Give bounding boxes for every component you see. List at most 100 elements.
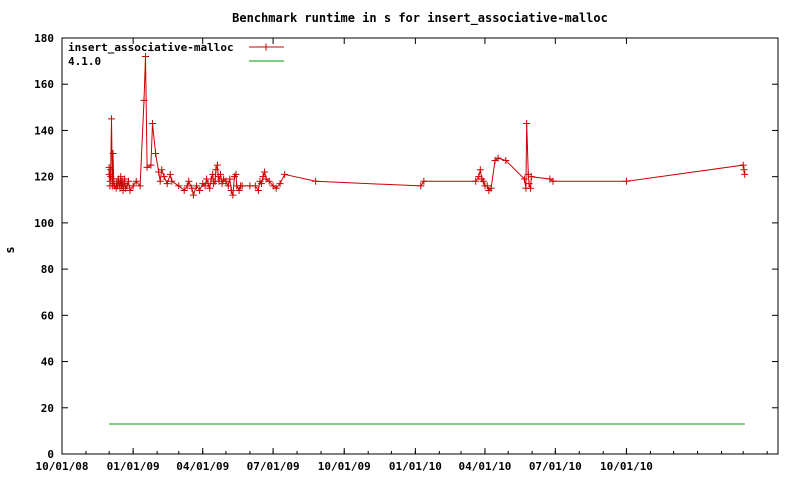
series-1-point-66 [218, 180, 226, 188]
y-tick-label-4: 80 [41, 263, 54, 276]
x-tick-label-1: 01/01/09 [107, 460, 160, 473]
series-1-point-45 [180, 187, 188, 195]
y-tick-label-9: 180 [34, 32, 54, 45]
series-1-point-46 [183, 182, 191, 190]
legend-label-series-1: insert_associative-malloc [68, 41, 234, 54]
x-tick-label-6: 04/01/10 [458, 460, 511, 473]
series-1-point-5 [107, 166, 115, 174]
series-1-point-34 [147, 161, 155, 169]
x-tick-label-0: 10/01/08 [36, 460, 89, 473]
series-1-point-65 [217, 170, 225, 178]
series-1-point-83 [257, 180, 265, 188]
series-1-point-28 [129, 182, 137, 190]
series-1-point-97 [476, 166, 484, 174]
y-axis: 0 20 40 60 80 100 120 140 160 180 [34, 32, 778, 461]
series-1-point-72 [229, 191, 237, 199]
y-tick-label-5: 100 [34, 217, 54, 230]
series-1-point-105 [494, 154, 502, 162]
series-1-point-56 [206, 184, 214, 192]
series-1-point-101 [483, 182, 491, 190]
y-tick-label-7: 140 [34, 124, 54, 137]
series-1-point-25 [123, 182, 131, 190]
series-1-point-119 [741, 170, 749, 178]
x-tick-label-5: 01/01/10 [389, 460, 442, 473]
series-1-point-95 [472, 177, 480, 185]
y-tick-label-0: 0 [47, 448, 54, 461]
series-1-point-44 [175, 182, 183, 190]
series-1-point-57 [207, 175, 215, 183]
series-1-point-92 [312, 177, 320, 185]
legend-label-series-2: 4.1.0 [68, 55, 101, 68]
x-axis: 10/01/08 01/01/09 04/01/09 07/01/09 10/01/09… [36, 38, 768, 473]
series-1-point-87 [265, 177, 273, 185]
series-1-point-30 [136, 182, 144, 190]
series-1-point-43 [168, 177, 176, 185]
series-1-point-47 [185, 177, 193, 185]
x-tick-label-2: 04/01/09 [176, 460, 229, 473]
x-tick-label-7: 07/01/10 [529, 460, 582, 473]
series-1-point-38 [156, 177, 164, 185]
series-1-point-35 [148, 120, 156, 128]
series-1-point-118 [740, 166, 748, 174]
x-tick-label-3: 07/01/09 [247, 460, 300, 473]
series-1-point-48 [188, 184, 196, 192]
series-1-point-81 [254, 187, 262, 195]
legend: insert_associative-malloc 4.1.0 [68, 41, 284, 68]
series-1-point-109 [523, 120, 531, 128]
y-tick-label-8: 160 [34, 78, 54, 91]
x-tick-label-8: 10/01/10 [600, 460, 653, 473]
series-1-point-74 [232, 170, 240, 178]
series-1-point-113 [527, 173, 535, 181]
series-1-point-94 [420, 177, 428, 185]
series-1-point-70 [226, 175, 234, 183]
x-tick-label-4: 10/01/09 [318, 460, 371, 473]
series-1-point-99 [479, 177, 487, 185]
series-1-point-33 [143, 163, 151, 171]
series-1-point-23 [121, 175, 129, 183]
series-1-point-89 [272, 184, 280, 192]
series-1-point-61 [212, 166, 220, 174]
plot-frame [61, 37, 779, 455]
series-1-point-9 [109, 150, 117, 158]
series-1-point-115 [549, 177, 557, 185]
series-1-point-41 [163, 180, 171, 188]
legend-marker-series-1 [262, 43, 270, 51]
y-tick-label-3: 60 [41, 309, 54, 322]
series-1-point-93 [417, 182, 425, 190]
y-axis-label: s [3, 246, 17, 253]
series-1-point-29 [132, 177, 140, 185]
series-1-point-117 [739, 161, 747, 169]
chart-title: Benchmark runtime in s for insert_associ… [232, 11, 608, 26]
series-1-point-31 [140, 96, 148, 104]
series-1-point-106 [502, 156, 510, 164]
series-1-point-32 [142, 52, 150, 60]
series-1-point-91 [281, 170, 289, 178]
series-1-point-80 [251, 182, 259, 190]
series-1-point-71 [227, 187, 235, 195]
y-tick-label-1: 20 [41, 402, 54, 415]
series-1-point-6 [107, 115, 115, 123]
series-1 [105, 52, 749, 199]
series-1-point-103 [487, 184, 495, 192]
series-1-point-42 [166, 170, 174, 178]
series-1-point-40 [160, 173, 168, 181]
series-1-point-112 [527, 184, 535, 192]
series-1-point-90 [276, 180, 284, 188]
series-1-point-49 [189, 191, 197, 199]
series-1-point-51 [196, 187, 204, 195]
series-1-point-27 [126, 187, 134, 195]
series-layer [105, 52, 749, 425]
series-1-point-76 [235, 187, 243, 195]
series-1-point-62 [213, 161, 221, 169]
series-1-point-50 [193, 182, 201, 190]
series-1-point-26 [124, 177, 132, 185]
series-1-point-39 [158, 166, 166, 174]
series-1-point-107 [520, 175, 528, 183]
series-1-point-58 [209, 170, 217, 178]
series-1-point-69 [224, 182, 232, 190]
y-tick-label-2: 40 [41, 356, 54, 369]
y-tick-label-6: 120 [34, 171, 54, 184]
series-1-point-78 [238, 182, 246, 190]
series-1-point-85 [261, 168, 269, 176]
